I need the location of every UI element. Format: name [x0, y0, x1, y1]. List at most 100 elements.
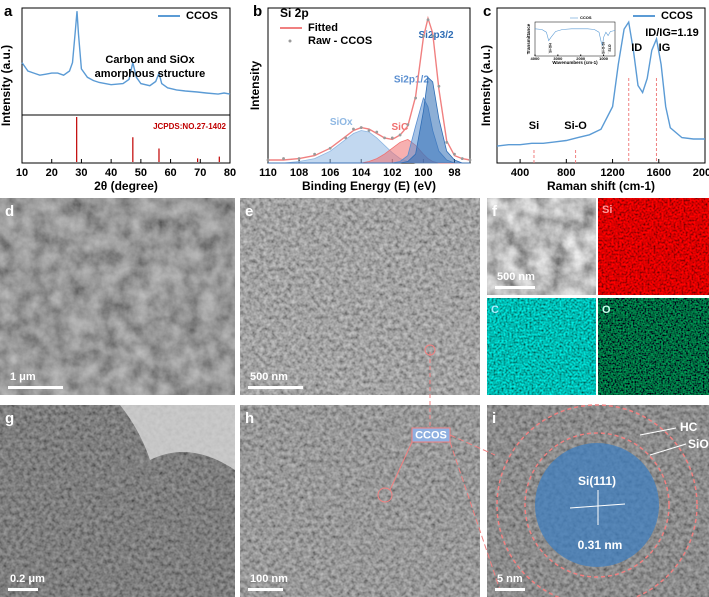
annotation: 0.31 nm	[578, 538, 623, 552]
legend-label: Raw - CCOS	[308, 35, 372, 47]
data-point	[445, 140, 449, 144]
data-point	[344, 136, 348, 140]
region-marker	[424, 344, 436, 356]
outer-shell	[496, 404, 698, 597]
component-peak	[268, 76, 470, 164]
legend-label: CCOS	[580, 15, 592, 20]
data-point	[282, 157, 285, 160]
inner-shell	[524, 432, 670, 578]
sem-tint	[0, 198, 235, 395]
ratio-label: ID/IG=1.19	[645, 27, 699, 39]
component-label: Si2p3/2	[419, 30, 454, 41]
region-marker	[377, 487, 393, 503]
data-point	[313, 152, 317, 156]
data-point	[414, 96, 418, 100]
data-line	[534, 28, 616, 46]
pointer	[639, 427, 677, 436]
panel-letter: b	[253, 3, 262, 20]
panel-letter: d	[5, 203, 14, 220]
data-point	[468, 158, 472, 162]
data-point	[431, 34, 435, 38]
map-image	[487, 298, 596, 395]
data-point	[359, 126, 363, 129]
scale-bar	[8, 588, 38, 591]
x-tick-label: 30	[75, 167, 87, 179]
map-label: O	[602, 304, 611, 316]
x-tick-label: 100	[414, 167, 432, 179]
data-point	[328, 146, 332, 150]
y-axis-label: Intensity (a.u.)	[0, 45, 13, 126]
panel-letter: i	[492, 410, 496, 427]
data-point	[426, 18, 430, 22]
sem-tint	[240, 198, 480, 395]
x-tick-label: 4000	[531, 56, 541, 61]
panel-letter: a	[4, 3, 13, 20]
y-axis-label: Intensity (a.u.)	[479, 45, 493, 126]
x-tick-label: 40	[105, 167, 117, 179]
x-axis-label: 2θ (degree)	[94, 179, 158, 193]
si-core	[535, 443, 659, 567]
x-tick-label: 2000	[693, 167, 709, 179]
y-axis-label: Transmittance	[526, 23, 531, 54]
legend-label: CCOS	[661, 10, 693, 22]
x-tick-label: 10	[16, 167, 28, 179]
peak-label: Si-O	[564, 120, 587, 132]
connector	[449, 441, 501, 591]
data-point	[421, 34, 425, 38]
sem-image	[240, 198, 480, 395]
scale-bar-label: 500 nm	[250, 371, 288, 383]
x-axis-label: Binding Energy (E) (eV)	[302, 179, 436, 193]
data-point	[460, 157, 464, 160]
scale-bar-label: 500 nm	[497, 271, 535, 283]
x-tick-label: 400	[511, 167, 529, 179]
x-tick-label: 60	[164, 167, 176, 179]
scale-bar-label: 1 μm	[10, 371, 36, 383]
scale-bar-label: 100 nm	[250, 573, 288, 585]
x-tick-label: 102	[383, 167, 401, 179]
component-label: Si2p1/2	[394, 75, 429, 86]
peak-label: Si	[529, 120, 539, 132]
legend-marker	[288, 39, 292, 43]
map-image	[598, 198, 709, 295]
scale-bar-label: 0.2 μm	[10, 573, 45, 585]
tag-box	[411, 427, 451, 443]
pointer	[649, 443, 687, 456]
peak-label: ID	[631, 42, 642, 54]
data-point	[297, 157, 301, 160]
component-label: SiOx	[330, 117, 353, 128]
data-point	[437, 84, 441, 88]
x-tick-label: 2000	[576, 56, 586, 61]
annotation: HC	[680, 420, 698, 434]
connector	[389, 441, 413, 491]
x-tick-label: 1600	[647, 167, 671, 179]
scale-bar	[495, 286, 535, 289]
map-image	[598, 298, 709, 395]
scale-bar	[8, 386, 63, 389]
scale-bar	[248, 386, 303, 389]
data-point	[375, 130, 379, 134]
tag-label: CCOS	[415, 429, 447, 441]
annotation: Carbon and SiOx	[105, 54, 195, 66]
scale-bar	[248, 588, 283, 591]
x-tick-label: 106	[321, 167, 339, 179]
panel-letter: f	[492, 203, 498, 220]
x-tick-label: 50	[135, 167, 147, 179]
band-label: Si-OH	[549, 43, 553, 53]
tem-background	[120, 405, 235, 470]
annotation: SiOx	[688, 437, 709, 451]
peak-label: IG	[659, 42, 671, 54]
connector	[449, 434, 496, 456]
data-point	[367, 129, 371, 132]
data-line	[21, 11, 231, 95]
y-axis-label: Intensity	[248, 61, 262, 111]
data-point	[266, 158, 270, 162]
chart-title: Si 2p	[280, 6, 309, 20]
band-label: Si-O-Si	[602, 42, 606, 54]
sem-image	[0, 198, 235, 395]
legend-label: CCOS	[186, 10, 218, 22]
x-tick-label: 20	[46, 167, 58, 179]
data-point	[390, 136, 394, 140]
reference-label: JCPDS:NO.27-1402	[153, 122, 226, 131]
component-label: SiC	[392, 122, 409, 133]
